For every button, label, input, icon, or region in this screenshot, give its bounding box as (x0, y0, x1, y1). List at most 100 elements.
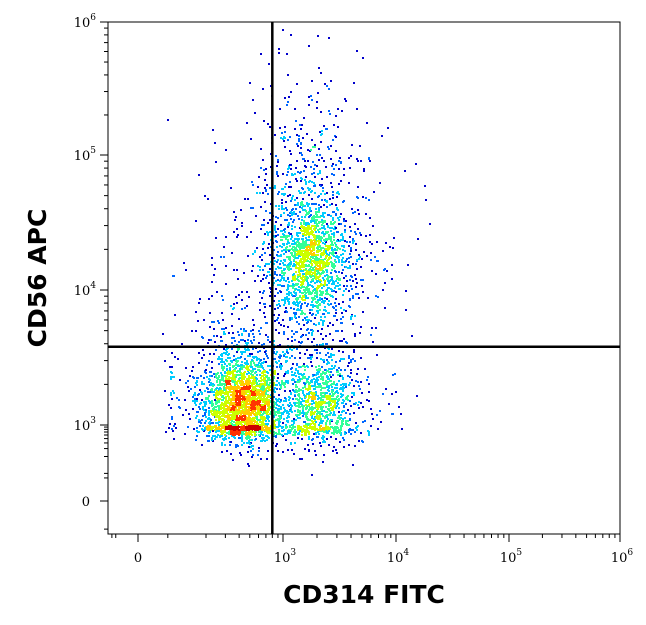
event-dot (322, 428, 324, 430)
event-dot (357, 381, 359, 383)
event-dot (336, 275, 338, 277)
event-dot (337, 371, 339, 373)
event-dot (201, 336, 203, 338)
event-dot (256, 247, 258, 249)
event-dot (335, 430, 337, 432)
event-dot (307, 282, 309, 284)
event-dot (261, 224, 263, 226)
event-dot (350, 155, 352, 157)
event-dot (371, 327, 373, 329)
event-dot (354, 335, 356, 337)
event-dot (331, 278, 333, 280)
event-dot (248, 422, 250, 424)
event-dot (184, 433, 186, 435)
event-dot (347, 409, 349, 411)
event-dot (308, 104, 310, 106)
event-dot (361, 440, 363, 442)
event-dot (350, 285, 352, 287)
event-dot (345, 220, 347, 222)
event-dot (321, 227, 323, 229)
event-dot (266, 458, 268, 460)
event-dot (211, 295, 213, 297)
event-dot (345, 310, 347, 312)
event-dot (289, 194, 291, 196)
event-dot (278, 405, 280, 407)
event-dot (277, 400, 279, 402)
event-dot (261, 254, 263, 256)
event-dot (309, 419, 311, 421)
event-dot (241, 373, 243, 375)
event-dot (320, 445, 322, 447)
event-dot (290, 285, 292, 287)
event-dot (261, 414, 263, 416)
event-dot (306, 289, 308, 291)
event-dot (308, 397, 310, 399)
event-dot (308, 45, 310, 47)
event-dot (257, 413, 259, 415)
event-dot (258, 434, 260, 436)
event-dot (300, 313, 302, 315)
event-dot (368, 383, 370, 385)
event-dot (288, 222, 290, 224)
event-dot (225, 149, 227, 151)
event-dot (257, 454, 259, 456)
event-dot (311, 99, 313, 101)
event-dot (338, 429, 340, 431)
event-dot (224, 371, 226, 373)
event-dot (316, 436, 318, 438)
event-dot (315, 421, 317, 423)
event-dot (223, 406, 225, 408)
event-dot (316, 293, 318, 295)
event-dot (290, 91, 292, 93)
event-dot (241, 433, 243, 435)
event-dot (315, 402, 317, 404)
event-dot (228, 415, 230, 417)
event-dot (243, 328, 245, 330)
event-dot (264, 306, 266, 308)
event-dot (283, 355, 285, 357)
event-dot (301, 458, 303, 460)
event-dot (218, 427, 220, 429)
event-dot (262, 409, 264, 411)
event-dot (338, 380, 340, 382)
event-dot (374, 256, 376, 258)
event-dot (248, 333, 250, 335)
event-dot (313, 338, 315, 340)
event-dot (353, 82, 355, 84)
event-dot (276, 351, 278, 353)
event-dot (361, 285, 363, 287)
event-dot (173, 376, 175, 378)
event-dot (325, 380, 327, 382)
event-dot (331, 295, 333, 297)
event-dot (302, 415, 304, 417)
event-dot (203, 383, 205, 385)
event-dot (248, 398, 250, 400)
event-dot (343, 245, 345, 247)
event-dot (285, 356, 287, 358)
event-dot (296, 348, 298, 350)
event-dot (274, 229, 276, 231)
event-dot (255, 215, 257, 217)
event-dot (283, 418, 285, 420)
event-dot (211, 321, 213, 323)
event-dot (353, 351, 355, 353)
event-dot (353, 385, 355, 387)
event-dot (239, 401, 241, 403)
event-dot (369, 160, 371, 162)
event-dot (261, 437, 263, 439)
event-dot (308, 438, 310, 440)
event-dot (314, 192, 316, 194)
event-dot (318, 148, 320, 150)
event-dot (335, 438, 337, 440)
event-dot (256, 423, 258, 425)
event-dot (235, 395, 237, 397)
event-dot (305, 237, 307, 239)
event-dot (315, 261, 317, 263)
event-dot (165, 431, 167, 433)
event-dot (369, 241, 371, 243)
event-dot (394, 373, 396, 375)
event-dot (315, 324, 317, 326)
event-dot (252, 377, 254, 379)
event-dot (360, 234, 362, 236)
event-dot (298, 376, 300, 378)
